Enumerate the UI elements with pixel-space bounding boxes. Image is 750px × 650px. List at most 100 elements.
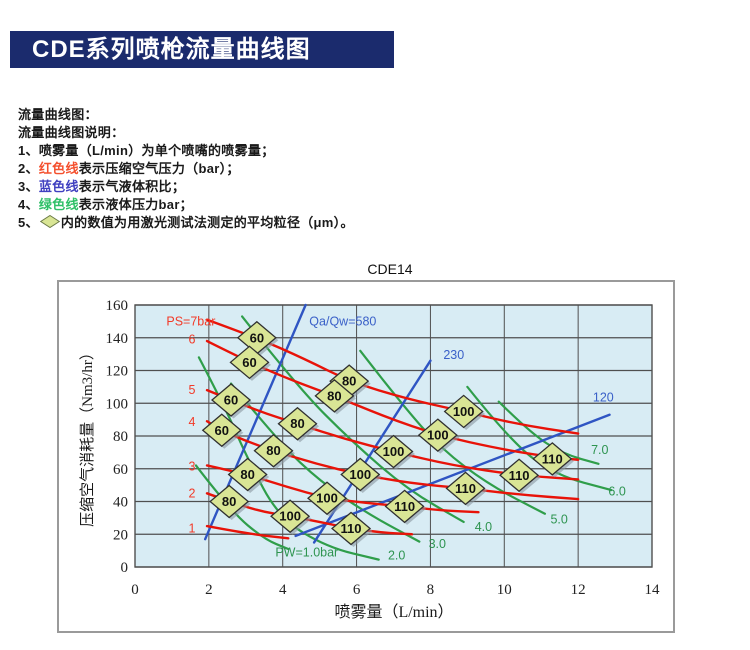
diamond-marker: 100 bbox=[373, 434, 415, 471]
diamond-shape bbox=[201, 413, 242, 448]
note-segment: 流量曲线图说明： bbox=[18, 125, 125, 140]
note-segment: 蓝色线 bbox=[38, 179, 79, 194]
y-tick-label: 40 bbox=[113, 495, 128, 511]
diamond-value: 80 bbox=[222, 494, 236, 509]
diamond-value: 100 bbox=[427, 428, 449, 443]
note-segment: 红色线 bbox=[38, 161, 79, 176]
curve-label: 3 bbox=[189, 459, 196, 473]
diamond-value: 80 bbox=[240, 467, 254, 482]
diamond-shape bbox=[532, 442, 573, 476]
diamond-value: 80 bbox=[342, 374, 356, 389]
diamond-marker: 80 bbox=[314, 379, 356, 415]
diamond-value: 60 bbox=[215, 423, 229, 438]
curve-label: 4.0 bbox=[475, 520, 492, 534]
x-tick-label: 6 bbox=[353, 582, 361, 598]
diamond-marker: 110 bbox=[331, 511, 373, 548]
note-segment: 表示液体压力bar； bbox=[78, 197, 193, 212]
x-tick-label: 0 bbox=[131, 582, 139, 598]
diamond-marker: 110 bbox=[499, 458, 541, 494]
x-tick-label: 14 bbox=[645, 582, 661, 598]
diamond-marker: 60 bbox=[201, 413, 244, 449]
red-line-5 bbox=[205, 388, 580, 481]
note-line: 流量曲线图： bbox=[18, 106, 354, 124]
note-line: 4、绿色线表示液体压力bar； bbox=[18, 196, 354, 214]
x-tick-label: 10 bbox=[497, 582, 512, 598]
diamond-marker: 60 bbox=[229, 345, 271, 381]
chart-title: CDE14 bbox=[367, 261, 412, 277]
note-segment: 表示气液体积比； bbox=[78, 179, 186, 194]
note-segment: 5、 bbox=[18, 215, 39, 230]
notes: 流量曲线图： 流量曲线图说明： 1、喷雾量（L/min）为单个喷嘴的喷雾量； 2、红色… bbox=[18, 106, 354, 232]
diamond-marker: 100 bbox=[270, 499, 312, 535]
y-tick-label: 100 bbox=[106, 396, 129, 412]
curve-label: 5 bbox=[189, 383, 196, 397]
note-segment: 内的数值为用激光测试法测定的平均粒径（μm）。 bbox=[60, 215, 354, 230]
diamond-marker: 60 bbox=[236, 320, 279, 357]
y-tick-label: 60 bbox=[113, 462, 128, 478]
diamond-marker: 110 bbox=[532, 442, 574, 478]
diamond-value: 80 bbox=[327, 388, 341, 403]
diamond-marker: 80 bbox=[253, 433, 295, 470]
curve-label: Qa/Qw=580 bbox=[309, 314, 376, 328]
diamond-shape bbox=[417, 418, 458, 453]
diamond-shape bbox=[384, 489, 425, 524]
page-title-banner: CDE系列喷枪流量曲线图 bbox=[10, 31, 394, 68]
diamond-marker: 80 bbox=[209, 484, 251, 520]
diamond-marker: 80 bbox=[227, 457, 270, 493]
green-line-7.0 bbox=[497, 400, 600, 465]
note-segment: 2、 bbox=[18, 161, 39, 176]
note-line: 1、喷雾量（L/min）为单个喷嘴的喷雾量； bbox=[18, 142, 354, 160]
diamond-value: 60 bbox=[250, 330, 264, 345]
red-line-PS=7bar bbox=[205, 318, 580, 435]
diamond-value: 100 bbox=[279, 509, 301, 524]
diamond-marker: 110 bbox=[445, 471, 488, 507]
diamond-value: 60 bbox=[224, 392, 238, 407]
diamond-marker: 80 bbox=[277, 406, 319, 443]
curve-label: 7.0 bbox=[591, 443, 608, 457]
diamond-shape bbox=[331, 511, 372, 546]
y-tick-label: 80 bbox=[113, 429, 128, 445]
diamond-shape bbox=[253, 433, 294, 468]
diamond-value: 110 bbox=[394, 499, 415, 514]
curve-label: 6.0 bbox=[608, 485, 625, 499]
diamond-value: 100 bbox=[349, 467, 371, 482]
diamond-shape bbox=[499, 458, 540, 493]
y-tick-label: 140 bbox=[106, 331, 129, 347]
curve-label: 6 bbox=[189, 332, 196, 346]
diamond-shape bbox=[445, 471, 486, 506]
red-line-1 bbox=[205, 524, 290, 540]
diamond-value: 100 bbox=[316, 491, 338, 506]
curve-label: 1 bbox=[189, 522, 196, 536]
diamond-shape bbox=[277, 406, 318, 441]
note-segment: 1、喷雾量（L/min）为单个喷嘴的喷雾量； bbox=[18, 143, 275, 158]
curve-label: 230 bbox=[443, 348, 464, 362]
x-tick-label: 4 bbox=[279, 582, 287, 598]
diamond-shape bbox=[443, 394, 484, 429]
curve-label: 3.0 bbox=[429, 537, 446, 551]
diamond-marker: 100 bbox=[443, 394, 486, 430]
curve-label: 2 bbox=[189, 486, 196, 500]
diamond-value: 100 bbox=[453, 404, 475, 419]
x-tick-label: 12 bbox=[571, 582, 586, 598]
diamond-marker: 100 bbox=[417, 418, 460, 454]
x-tick-label: 2 bbox=[205, 582, 213, 598]
diamond-marker: 110 bbox=[384, 489, 427, 525]
diamond-icon bbox=[39, 214, 61, 229]
curve-label: PS=7bar bbox=[166, 314, 215, 328]
note-segment: 表示压缩空气压力（bar）； bbox=[78, 161, 240, 176]
diamond-value: 60 bbox=[242, 355, 256, 370]
curve-label: 5.0 bbox=[550, 513, 567, 527]
green-line-PW=1.0bar bbox=[194, 464, 290, 551]
green-line-4.0 bbox=[240, 315, 465, 524]
diamond-shape bbox=[314, 379, 355, 413]
diamond-shape bbox=[270, 499, 311, 534]
diamond-value: 80 bbox=[266, 443, 280, 458]
note-line: 流量曲线图说明： bbox=[18, 124, 354, 142]
x-axis-title: 喷雾量（L/min） bbox=[334, 603, 453, 621]
curve-label: 120 bbox=[593, 391, 614, 405]
diamond-marker: 100 bbox=[307, 481, 349, 517]
diamond-value: 100 bbox=[383, 444, 405, 459]
note-line: 2、红色线表示压缩空气压力（bar）； bbox=[18, 160, 354, 178]
